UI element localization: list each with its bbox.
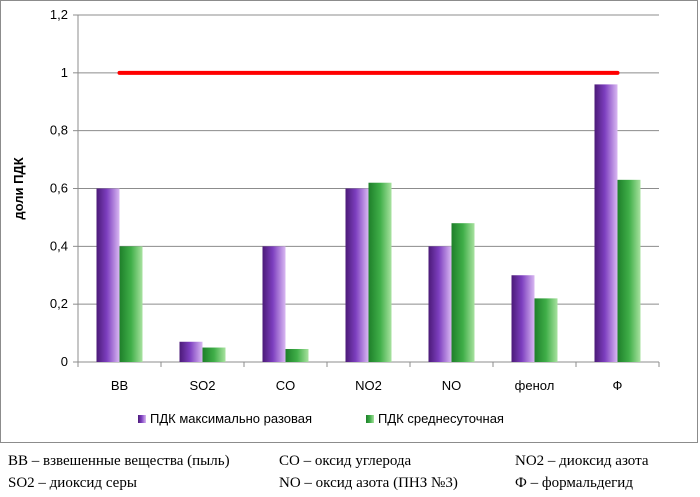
x-tick-label: NO: [442, 378, 462, 393]
bar-daily-avg: [451, 223, 475, 362]
bar-daily-avg: [202, 347, 226, 362]
y-axis-title: доли ПДК: [11, 157, 26, 219]
bar-daily-avg: [285, 348, 309, 362]
bar-daily-avg: [368, 182, 392, 362]
x-tick-label: ВВ: [111, 378, 128, 393]
x-tick-label: NO2: [355, 378, 382, 393]
y-tick-label: 1: [61, 65, 68, 80]
abbreviation-notes: ВВ – взвешенные вещества (пыль) СО – окс…: [0, 447, 700, 497]
bar-daily-avg: [534, 298, 558, 362]
bar-max-single: [262, 246, 286, 362]
bar-daily-avg: [119, 246, 143, 362]
note-f: Ф – формальдегид: [515, 475, 633, 491]
bar-max-single: [96, 188, 120, 362]
note-no2: NO2 – диоксид азота: [515, 453, 649, 469]
legend-label-daily-avg: ПДК среднесуточная: [378, 411, 504, 426]
bar-max-single: [511, 275, 535, 362]
x-tick-label: Ф: [613, 378, 623, 393]
y-tick-label: 1,2: [50, 7, 68, 22]
y-tick-label: 0: [61, 354, 68, 369]
legend-label-max-single: ПДК максимально разовая: [150, 411, 312, 426]
note-so2: SO2 – диоксид серы: [8, 475, 137, 491]
y-tick-label: 0,8: [50, 123, 68, 138]
legend: ПДК максимально разовая ПДК среднесуточна…: [138, 411, 504, 426]
bar-max-single: [345, 188, 369, 362]
y-tick-label: 0,6: [50, 181, 68, 196]
bar-max-single: [594, 84, 618, 363]
bar-chart: 0 0,2 0,4 0,6 0,8 1 1,2 доли ПДК ВВ SO2 CO NO2 NO фен…: [11, 7, 660, 426]
note-co: СО – оксид углерода: [279, 453, 412, 469]
chart-frame: 0 0,2 0,4 0,6 0,8 1 1,2 доли ПДК ВВ SO2 CO NO2 NO фен…: [0, 0, 698, 443]
bar-max-single: [179, 341, 203, 362]
x-tick-label: CO: [276, 378, 296, 393]
x-tick-label: SO2: [189, 378, 215, 393]
note-vv: ВВ – взвешенные вещества (пыль): [8, 453, 230, 469]
bars: [96, 84, 641, 363]
note-no: NO – оксид азота (ПНЗ №3): [279, 475, 458, 491]
legend-swatch-max-single: [138, 415, 146, 423]
y-tick-label: 0,4: [50, 238, 68, 253]
x-tick-label: фенол: [515, 378, 555, 393]
legend-swatch-daily-avg: [366, 415, 374, 423]
y-tick-label: 0,2: [50, 296, 68, 311]
bar-max-single: [428, 246, 452, 362]
bar-daily-avg: [617, 179, 641, 362]
tick-labels: 0 0,2 0,4 0,6 0,8 1 1,2 доли ПДК ВВ SO2 CO NO2 NO фен…: [11, 7, 623, 393]
